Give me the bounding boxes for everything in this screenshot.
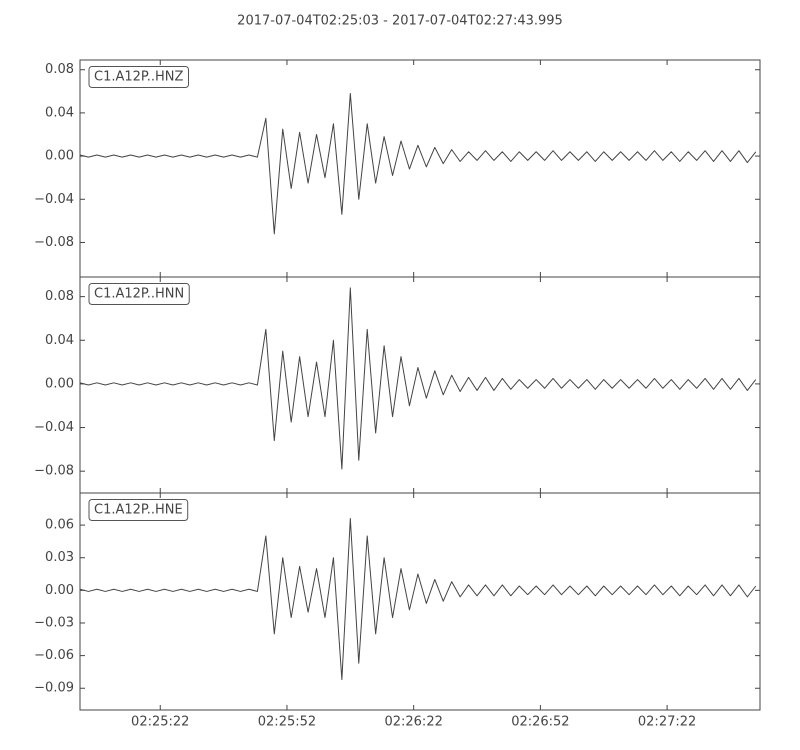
trace-label: C1.A12P..HNE	[88, 499, 189, 521]
trace-label: C1.A12P..HNZ	[88, 66, 189, 88]
y-tick-label: −0.04	[34, 192, 74, 207]
y-tick-label: −0.06	[34, 648, 74, 663]
y-tick-label: 0.06	[45, 518, 74, 533]
y-tick-label: 0.03	[45, 550, 74, 565]
waveform	[80, 287, 757, 470]
trace-label-text: C1.A12P..HNN	[94, 287, 184, 302]
y-tick-label: −0.08	[34, 235, 74, 250]
trace-label-box	[88, 499, 189, 521]
x-tick-label: 02:25:52	[258, 715, 316, 730]
trace-label-text: C1.A12P..HNE	[94, 503, 183, 518]
x-tick-label: 02:26:22	[384, 715, 442, 730]
y-tick-label: 0.00	[45, 149, 74, 164]
panel-frame	[79, 492, 761, 711]
y-tick-label: 0.04	[45, 333, 74, 348]
trace-label-text: C1.A12P..HNZ	[94, 70, 183, 85]
panel-frame	[79, 276, 761, 494]
y-tick-label: 0.08	[45, 62, 74, 77]
waveform	[80, 92, 757, 235]
trace-label-box	[88, 283, 190, 305]
trace-label: C1.A12P..HNN	[88, 283, 190, 305]
waveform	[80, 518, 757, 681]
y-tick-label: −0.03	[34, 615, 74, 630]
panel-frame	[79, 59, 761, 278]
y-tick-label: −0.04	[34, 420, 74, 435]
y-tick-label: −0.08	[34, 464, 74, 479]
y-tick-label: 0.00	[45, 376, 74, 391]
x-tick-label: 02:27:22	[638, 715, 696, 730]
x-tick-label: 02:25:22	[131, 715, 189, 730]
trace-label-box	[88, 66, 189, 88]
y-tick-label: 0.04	[45, 105, 74, 120]
x-tick-label: 02:26:52	[511, 715, 569, 730]
y-tick-label: −0.09	[34, 681, 74, 696]
y-tick-label: 0.00	[45, 583, 74, 598]
chart-title: 2017-07-04T02:25:03 - 2017-07-04T02:27:4…	[237, 14, 563, 29]
y-tick-label: 0.08	[45, 289, 74, 304]
